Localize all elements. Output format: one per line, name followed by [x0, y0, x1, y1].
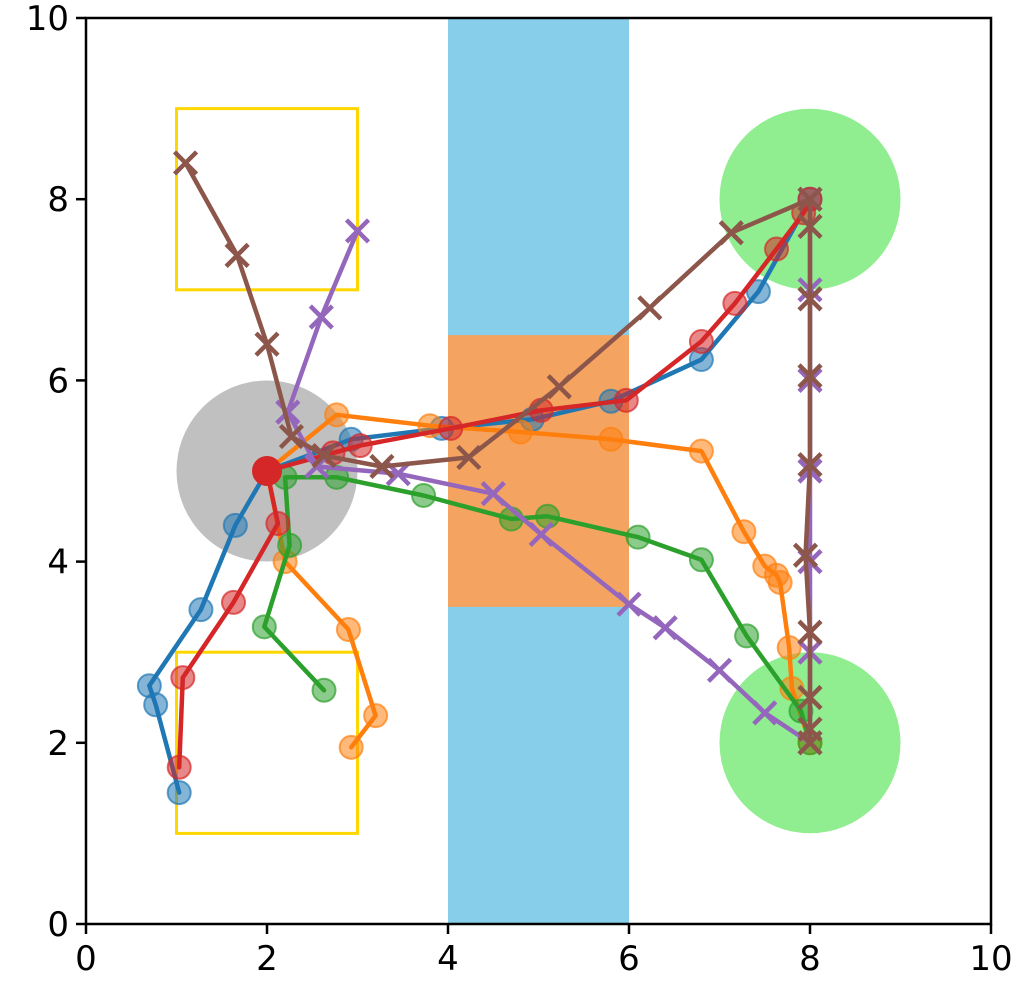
- series-4-point-10: [752, 700, 778, 726]
- series-4-point-9: [706, 657, 733, 683]
- series-1-point-0: [338, 734, 364, 760]
- series-5-point-5: [369, 453, 395, 480]
- series-1-point-9: [688, 438, 714, 464]
- x-tick-label-0: 0: [75, 939, 97, 979]
- series-4-point-2: [275, 399, 301, 425]
- series-5-point-7: [546, 374, 572, 400]
- y-tick-label-0: 0: [47, 905, 69, 945]
- series-5-point-19: [797, 730, 823, 756]
- series-2-point-2: [277, 532, 303, 558]
- series-0-point-3: [188, 597, 214, 623]
- series-1-point-14: [776, 635, 802, 661]
- series-5-point-17: [797, 684, 823, 711]
- series-5-point-9: [718, 220, 744, 246]
- series-1-point-2: [335, 617, 361, 643]
- series-3-point-2: [221, 589, 247, 615]
- series-1-point-5: [324, 402, 350, 428]
- series-3-point-7: [438, 415, 464, 441]
- y-tick-label-4: 8: [47, 180, 69, 220]
- series-2-point-10: [734, 623, 760, 649]
- series-4-point-5: [480, 481, 506, 507]
- series-2-point-0: [311, 677, 337, 703]
- y-tick-label-2: 4: [47, 543, 69, 583]
- series-4-point-8: [652, 615, 678, 641]
- start-point-marker: [252, 456, 282, 486]
- series-5-point-4: [311, 443, 337, 469]
- x-tick-label-4: 8: [799, 939, 821, 979]
- series-5-point-12: [797, 286, 823, 312]
- series-2-point-5: [411, 482, 437, 508]
- series-4-point-0: [344, 218, 371, 244]
- series-5-point-14: [797, 452, 823, 478]
- series-1-point-8: [598, 426, 624, 452]
- series-4-point-6: [528, 521, 554, 548]
- x-tick-label-1: 2: [256, 939, 278, 979]
- series-0-point-0: [166, 780, 192, 806]
- series-0-point-2: [136, 673, 162, 699]
- series-3-point-9: [613, 387, 639, 413]
- series-4-point-3: [304, 453, 330, 480]
- series-2-point-8: [625, 524, 651, 550]
- series-5-point-10: [797, 186, 823, 212]
- series-3-point-10: [688, 328, 714, 354]
- plot-frame: [84, 16, 993, 926]
- series-5-point-3: [278, 423, 305, 450]
- y-tick-label-3: 6: [47, 361, 69, 401]
- series-5-point-8: [637, 295, 663, 321]
- x-tick-label-2: 4: [437, 939, 459, 979]
- series-4-point-7: [616, 591, 642, 617]
- series-5: [172, 150, 823, 756]
- series-5-point-11: [797, 213, 823, 239]
- x-tick-label-3: 6: [618, 939, 640, 979]
- series-2-point-1: [251, 614, 277, 640]
- series-4-point-1: [308, 304, 334, 330]
- y-tick-label-1: 2: [47, 724, 69, 764]
- series-5-point-13: [797, 363, 823, 389]
- series-5-point-6: [456, 444, 482, 471]
- series-2-point-9: [688, 547, 714, 573]
- series-3-point-3: [265, 511, 291, 537]
- bridge-region: [448, 335, 629, 607]
- series-1-point-7: [507, 419, 533, 445]
- series-3-point-0: [166, 754, 192, 780]
- series-5-point-16: [797, 619, 823, 645]
- x-tick-label-5: 10: [969, 939, 1012, 979]
- chart-regions: [86, 18, 991, 924]
- series-0-point-4: [222, 512, 248, 538]
- series-1-point-10: [731, 519, 757, 545]
- chart-axes: 0 2 4 6 8 10 0 2 4 6 8 10: [26, 0, 1013, 979]
- series-3-point-1: [170, 665, 196, 691]
- series-0-point-11: [745, 279, 771, 305]
- series-5-point-15: [792, 542, 819, 568]
- series-1-point-1: [363, 703, 389, 729]
- series-5-point-1: [224, 242, 250, 268]
- series-3-point-6: [347, 433, 373, 459]
- series-2-point-7: [535, 503, 561, 529]
- y-tick-label-5: 10: [26, 0, 69, 39]
- chart-series-layer: [136, 150, 823, 806]
- series-1-point-13: [767, 569, 793, 595]
- series-3-point-12: [764, 236, 790, 262]
- series-5-point-2: [254, 331, 280, 357]
- box-region-0: [175, 107, 359, 292]
- series-3-point-11: [722, 290, 748, 316]
- series-5-point-0: [172, 150, 199, 176]
